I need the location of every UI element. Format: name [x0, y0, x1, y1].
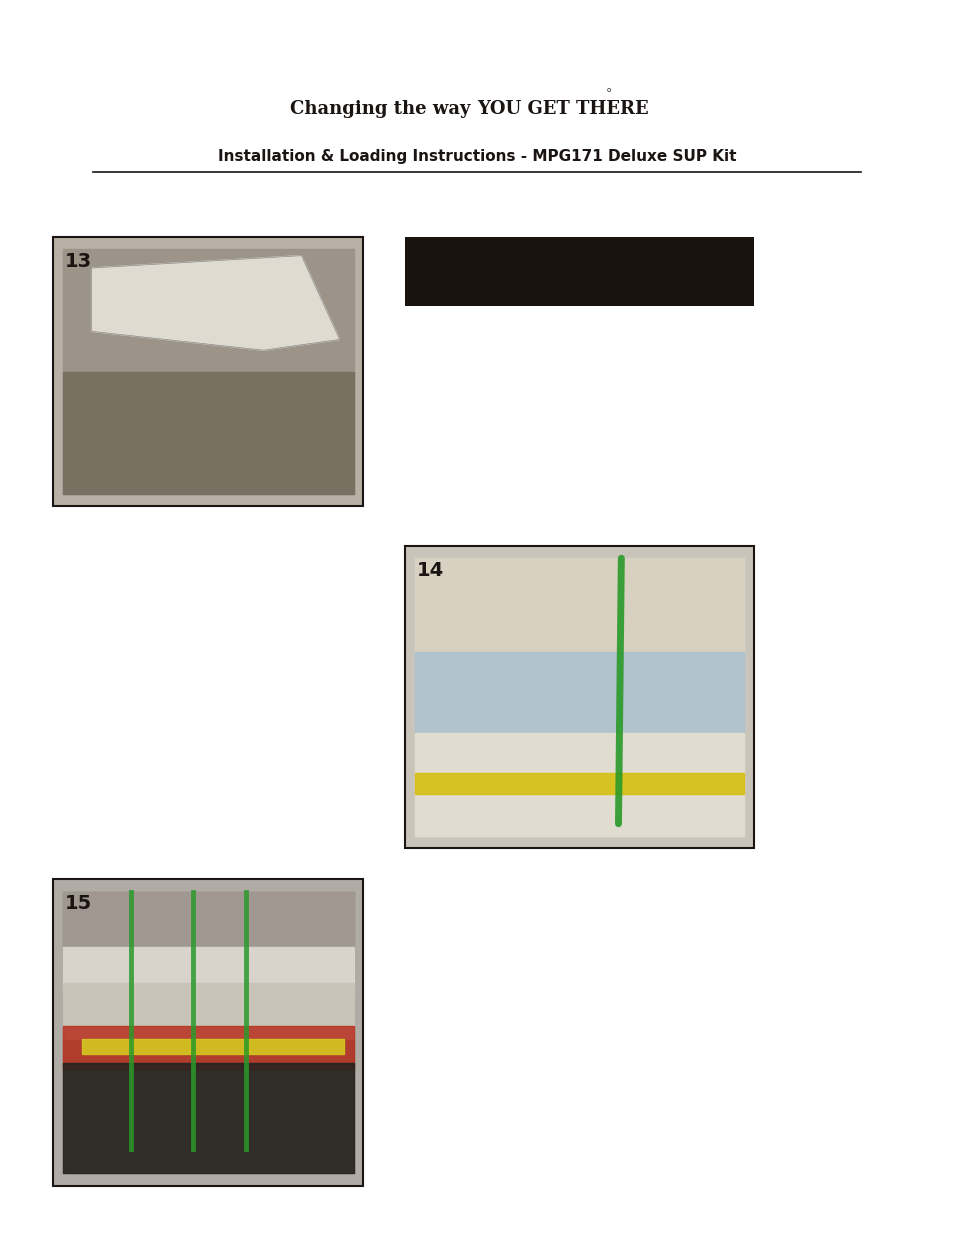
FancyBboxPatch shape — [53, 237, 363, 506]
Text: 13: 13 — [65, 252, 91, 270]
Text: o: o — [606, 86, 610, 93]
FancyBboxPatch shape — [53, 879, 363, 1186]
Polygon shape — [91, 256, 339, 351]
Text: YOU GET THERE: YOU GET THERE — [476, 100, 648, 117]
Text: 15: 15 — [65, 894, 92, 913]
Text: Changing the way: Changing the way — [290, 100, 476, 117]
FancyBboxPatch shape — [405, 546, 753, 848]
FancyBboxPatch shape — [405, 237, 753, 306]
Text: Installation & Loading Instructions - MPG171 Deluxe SUP Kit: Installation & Loading Instructions - MP… — [217, 149, 736, 164]
Text: 14: 14 — [416, 561, 444, 579]
